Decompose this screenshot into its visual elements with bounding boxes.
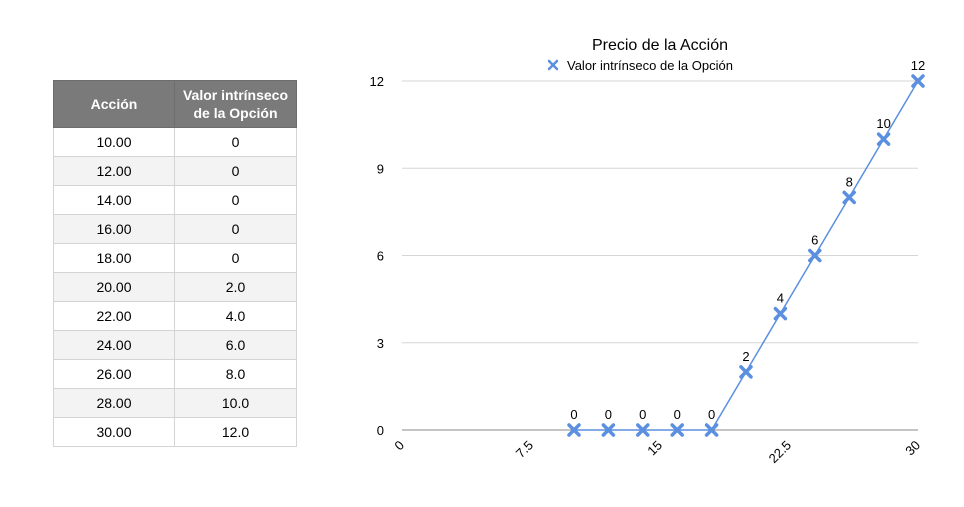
- cell-valor-intrinseco: 0: [174, 127, 297, 157]
- table-row: 28.00 10.0: [53, 388, 297, 418]
- cell-valor-intrinseco: 0: [174, 214, 297, 244]
- data-label: 2: [742, 349, 749, 364]
- legend-label: Valor intrínseco de la Opción: [567, 58, 733, 73]
- cell-accion: 26.00: [53, 359, 175, 389]
- series-group: 0 0 0 0 0 2 4 6 8 10 12: [567, 58, 925, 437]
- cell-valor-intrinseco: 0: [174, 185, 297, 215]
- y-tick-label: 3: [377, 336, 384, 351]
- data-label: 0: [605, 407, 612, 422]
- table-header-row: Acción Valor intrínseco de la Opción: [53, 80, 297, 128]
- table-row: 14.00 0: [53, 185, 297, 215]
- cell-accion: 10.00: [53, 127, 175, 157]
- table-row: 24.00 6.0: [53, 330, 297, 360]
- data-point: [911, 74, 925, 88]
- y-tick-label: 6: [377, 249, 384, 264]
- data-point: [739, 365, 753, 379]
- data-label: 12: [911, 58, 925, 73]
- cell-accion: 24.00: [53, 330, 175, 360]
- cell-valor-intrinseco: 0: [174, 243, 297, 273]
- x-tick-label: 0: [391, 438, 407, 454]
- data-point: [842, 190, 856, 205]
- cell-accion: 16.00: [53, 214, 175, 244]
- data-table-container: Acción Valor intrínseco de la Opción 10.…: [53, 80, 297, 447]
- data-point: [636, 423, 650, 437]
- data-label: 0: [639, 407, 646, 422]
- cell-accion: 22.00: [53, 301, 175, 331]
- table-row: 16.00 0: [53, 214, 297, 244]
- table-row: 30.00 12.0: [53, 417, 297, 447]
- cell-accion: 28.00: [53, 388, 175, 418]
- table-body: 10.00 0 12.00 0 14.00 0 16.00 0 18.00 0 20.00 2.0 22…: [53, 127, 297, 447]
- data-label: 8: [846, 174, 853, 189]
- cell-valor-intrinseco: 0: [174, 156, 297, 186]
- header-accion: Acción: [53, 80, 175, 128]
- data-point: [670, 423, 684, 437]
- header-valor-intrinseco-text: Valor intrínseco de la Opción: [182, 87, 289, 121]
- data-label: 6: [811, 233, 818, 248]
- cell-accion: 12.00: [53, 156, 175, 186]
- legend-marker: [547, 59, 559, 71]
- x-tick-labels: 0 7.5 15 22.5 30: [391, 438, 923, 467]
- cell-valor-intrinseco: 10.0: [174, 388, 297, 418]
- data-point: [567, 423, 581, 437]
- cell-accion: 20.00: [53, 272, 175, 302]
- table-row: 10.00 0: [53, 127, 297, 157]
- data-point: [601, 423, 616, 437]
- y-tick-label: 0: [377, 423, 384, 438]
- y-tick-label: 9: [377, 161, 384, 176]
- data-point: [876, 132, 891, 146]
- table-row: 18.00 0: [53, 243, 297, 273]
- header-valor-intrinseco: Valor intrínseco de la Opción: [174, 80, 297, 128]
- chart-title: Precio de la Acción: [592, 37, 728, 54]
- data-point: [704, 423, 719, 437]
- data-point: [773, 306, 788, 321]
- cell-accion: 18.00: [53, 243, 175, 273]
- data-label: 10: [876, 116, 890, 131]
- cell-valor-intrinseco: 6.0: [174, 330, 297, 360]
- cell-valor-intrinseco: 8.0: [174, 359, 297, 389]
- data-table: Acción Valor intrínseco de la Opción 10.…: [53, 80, 297, 447]
- cell-valor-intrinseco: 12.0: [174, 417, 297, 447]
- x-tick-label: 15: [644, 438, 665, 459]
- y-tick-label: 12: [370, 74, 384, 89]
- table-row: 20.00 2.0: [53, 272, 297, 302]
- grid-lines: [402, 80, 918, 431]
- table-row: 12.00 0: [53, 156, 297, 186]
- cell-accion: 14.00: [53, 185, 175, 215]
- x-tick-label: 22.5: [766, 438, 795, 467]
- data-label: 4: [777, 291, 784, 306]
- legend: Valor intrínseco de la Opción: [547, 58, 733, 73]
- cell-valor-intrinseco: 2.0: [174, 272, 297, 302]
- x-tick-label: 30: [902, 438, 923, 459]
- data-label: 0: [708, 407, 715, 422]
- table-row: 26.00 8.0: [53, 359, 297, 389]
- data-label: 0: [570, 407, 577, 422]
- data-point: [808, 248, 822, 263]
- cell-accion: 30.00: [53, 417, 175, 447]
- x-tick-label: 7.5: [513, 438, 536, 461]
- data-label: 0: [674, 407, 681, 422]
- y-tick-labels: 0 3 6 9 12: [370, 74, 384, 438]
